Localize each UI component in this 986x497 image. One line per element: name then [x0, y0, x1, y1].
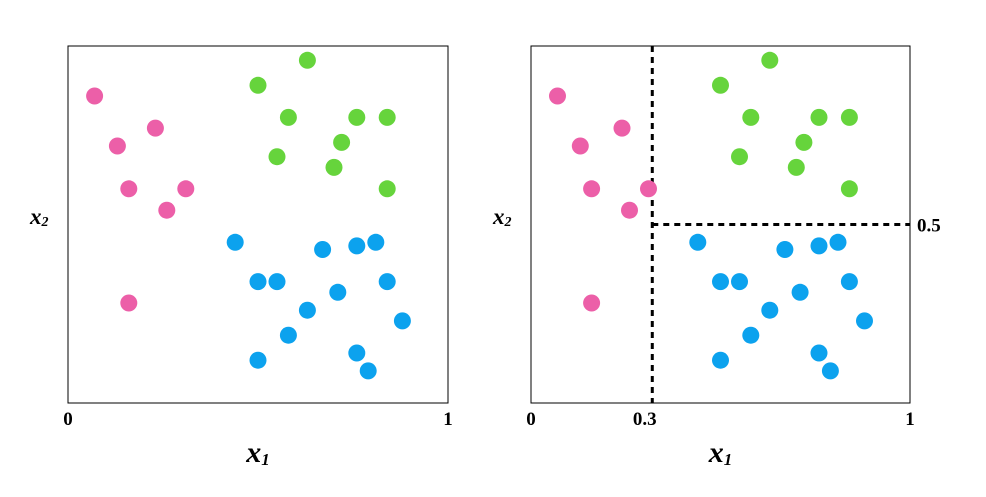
- data-point: [810, 108, 828, 126]
- data-point: [378, 180, 396, 198]
- data-point: [840, 273, 858, 291]
- data-point: [731, 273, 748, 291]
- x-axis-label: x1: [245, 436, 270, 469]
- data-point: [329, 283, 347, 301]
- data-point: [761, 51, 779, 69]
- data-point: [712, 273, 729, 291]
- data-point: [325, 158, 343, 176]
- data-point: [249, 76, 267, 94]
- data-point: [279, 108, 297, 126]
- data-point: [108, 137, 126, 155]
- y-axis-label: x2: [29, 204, 49, 230]
- data-point: [856, 312, 873, 330]
- data-point: [640, 180, 657, 198]
- data-point: [268, 148, 286, 166]
- data-point: [613, 119, 631, 137]
- y-axis-label: x2: [492, 204, 512, 230]
- data-point: [742, 108, 760, 126]
- data-point: [333, 133, 351, 151]
- data-point: [378, 108, 396, 126]
- data-point: [810, 237, 828, 255]
- data-point: [279, 326, 297, 344]
- data-point: [226, 233, 244, 251]
- data-point: [158, 201, 176, 219]
- data-point: [378, 273, 396, 291]
- data-point: [146, 119, 164, 137]
- x-tick-label: 0: [526, 409, 536, 430]
- x-tick-label: 0: [63, 409, 73, 430]
- data-point: [268, 273, 286, 291]
- data-point: [249, 351, 267, 369]
- data-point: [731, 148, 748, 166]
- data-point: [821, 362, 839, 380]
- data-point: [795, 133, 813, 151]
- data-point: [177, 180, 195, 198]
- data-point: [583, 294, 601, 312]
- data-point: [549, 87, 566, 105]
- data-point: [840, 180, 858, 198]
- x-tick-label: 1: [443, 409, 453, 430]
- plot-frame: [67, 45, 449, 404]
- data-point: [367, 233, 385, 251]
- split-label: 0.5: [917, 216, 941, 237]
- data-point: [689, 233, 707, 251]
- data-point: [840, 108, 858, 126]
- data-point: [742, 326, 760, 344]
- scatter-panel-1: 0 1 x1 x2: [29, 45, 453, 469]
- data-point: [787, 158, 805, 176]
- data-point: [348, 108, 366, 126]
- x-axis-label: x1: [708, 436, 733, 469]
- x-tick-label: 1: [905, 409, 915, 430]
- data-point: [761, 301, 779, 319]
- scatter-panel-2: 0.5 0 0.3 1 x1 x2: [492, 45, 941, 469]
- data-point: [712, 76, 729, 94]
- data-point: [621, 201, 638, 219]
- data-point: [776, 241, 794, 258]
- data-point: [810, 344, 828, 362]
- data-point: [298, 51, 316, 69]
- data-point: [393, 312, 411, 330]
- data-point: [298, 301, 316, 319]
- data-point: [249, 273, 267, 291]
- data-point: [571, 137, 589, 155]
- data-point: [829, 233, 847, 251]
- data-point: [791, 283, 809, 301]
- data-point: [120, 180, 138, 198]
- data-point: [583, 180, 601, 198]
- data-point: [314, 241, 332, 258]
- data-point: [348, 237, 366, 255]
- data-point: [348, 344, 366, 362]
- x-tick-label: 0.3: [633, 409, 657, 430]
- data-point: [712, 351, 729, 369]
- data-point: [120, 294, 138, 312]
- data-point: [86, 87, 104, 105]
- data-point: [359, 362, 377, 380]
